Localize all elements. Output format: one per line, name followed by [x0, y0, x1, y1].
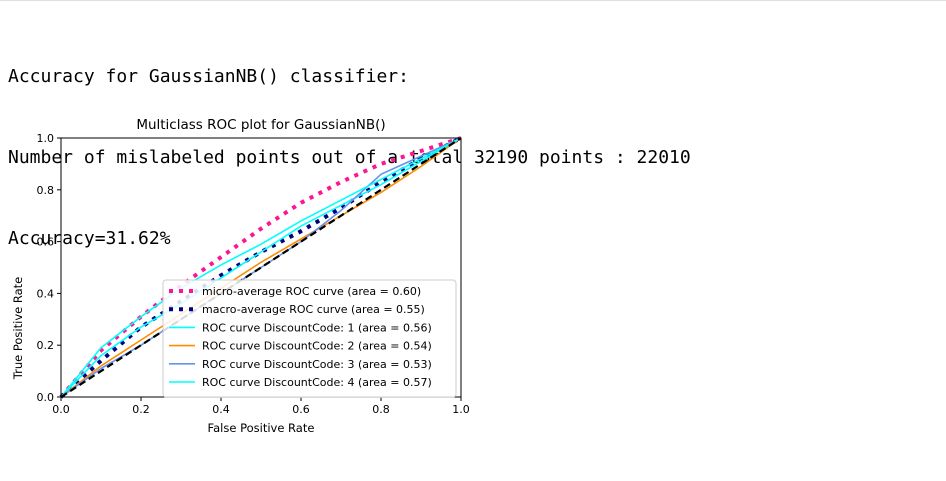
y-tick-label-4: 0.8	[37, 184, 55, 197]
x-tick-label-5: 1.0	[452, 403, 470, 416]
y-tick-label-0: 0.0	[37, 391, 55, 404]
x-tick-label-3: 0.6	[292, 403, 310, 416]
roc-chart: Multiclass ROC plot for GaussianNB() 0.0…	[11, 117, 470, 435]
legend-label-5: ROC curve DiscountCode: 4 (area = 0.57)	[202, 376, 432, 389]
legend-label-1: macro-average ROC curve (area = 0.55)	[202, 303, 425, 316]
x-tick-label-2: 0.4	[212, 403, 230, 416]
series-line-1	[59, 136, 462, 399]
y-tick-label-5: 1.0	[37, 132, 55, 145]
series-line-5	[60, 137, 462, 398]
y-tick-label-3: 0.6	[37, 236, 55, 249]
series-line-0	[59, 136, 462, 399]
cell-top-border	[0, 0, 946, 1]
legend-label-4: ROC curve DiscountCode: 3 (area = 0.53)	[202, 358, 432, 371]
legend-label-0: micro-average ROC curve (area = 0.60)	[202, 285, 421, 298]
series-line-6	[60, 137, 462, 398]
output-line-classifier: Accuracy for GaussianNB() classifier:	[8, 66, 409, 87]
legend-box	[162, 279, 457, 398]
series-line-2	[60, 137, 462, 398]
legend-label-2: ROC curve DiscountCode: 1 (area = 0.56)	[202, 321, 432, 334]
y-axis-label: True Positive Rate	[11, 277, 25, 380]
legend-label-3: ROC curve DiscountCode: 2 (area = 0.54)	[202, 340, 432, 353]
chart-title: Multiclass ROC plot for GaussianNB()	[136, 117, 385, 133]
y-tick-label-1: 0.2	[37, 339, 55, 352]
x-tick-label-4: 0.8	[372, 403, 390, 416]
output-line-accuracy: Accuracy=31.62%	[8, 228, 171, 249]
x-axis-label: False Positive Rate	[208, 421, 315, 435]
x-tick-label-0: 0.0	[52, 403, 70, 416]
x-tick-label-1: 0.2	[132, 403, 150, 416]
plot-area: 0.0 0.2 0.4 0.6 0.8 1.0 0.0 0.2 0.4 0.6 0.8 1.0 micr…	[37, 132, 470, 416]
series-line-3	[60, 137, 462, 398]
y-tick-label-2: 0.4	[37, 287, 55, 300]
